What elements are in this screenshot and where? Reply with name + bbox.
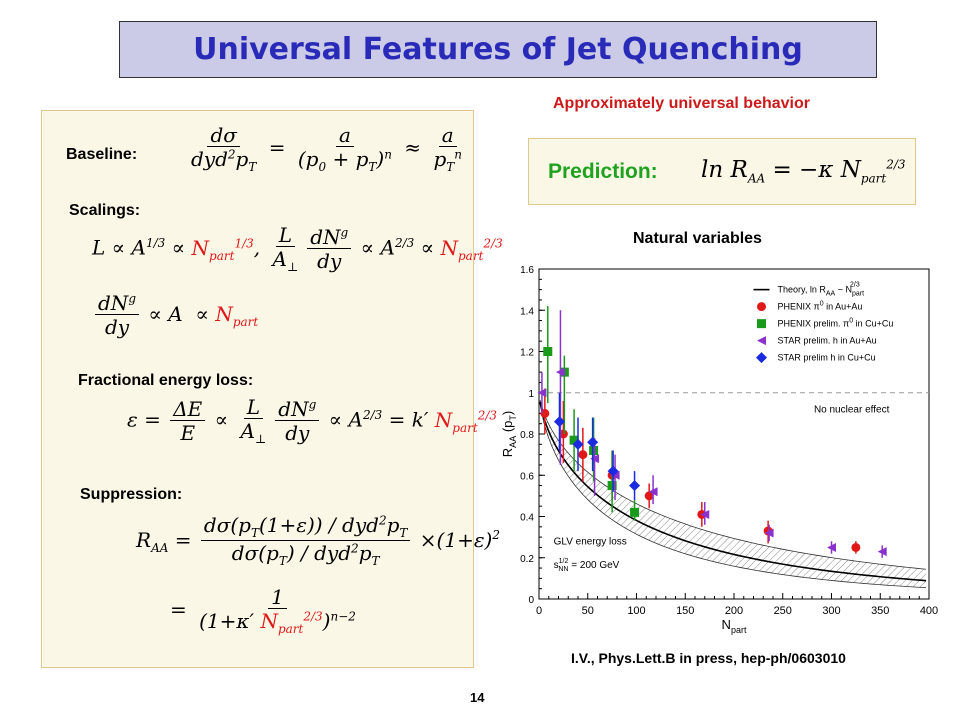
y-tick-label: 1.2: [520, 348, 534, 359]
x-tick-label: 50: [582, 605, 594, 617]
x-tick-label: 100: [627, 605, 645, 617]
data-point-triangle: [700, 509, 710, 519]
data-point-triangle: [610, 470, 620, 480]
x-tick-label: 150: [676, 605, 694, 617]
data-point-circle: [851, 542, 861, 552]
data-point-triangle: [877, 547, 887, 557]
legend-marker: [756, 352, 767, 364]
legend-marker: [757, 319, 766, 329]
subtitle: Approximately universal behavior: [553, 95, 810, 112]
y-tick-label: 1.4: [520, 306, 534, 317]
y-tick-label: 1.6: [520, 265, 534, 276]
x-tick-label: 300: [822, 605, 840, 617]
slide-title: Universal Features of Jet Quenching: [193, 32, 803, 67]
data-point-diamond: [553, 416, 565, 428]
prediction-box: Prediction: ln RAA = −κ Npart2/3: [528, 138, 916, 205]
y-tick-label: 0.8: [520, 430, 534, 441]
scalings-label: Scalings:: [69, 202, 141, 219]
natural-variables-label: Natural variables: [633, 230, 762, 247]
data-point-circle: [578, 450, 588, 460]
data-point-triangle: [590, 454, 600, 464]
theory-band-upper: [539, 399, 927, 570]
y-tick-label: 0.4: [520, 513, 534, 524]
scalings-equation-1: L ∝ A1/3 ∝ Npart1/3, L A⊥ dNg dy ∝ A2/3 ∝ N…: [92, 223, 503, 274]
legend-entry: PHENIX prelim. π0 in Cu+Cu: [778, 318, 894, 329]
y-tick-label: 0: [528, 595, 534, 606]
y-tick-label: 0.2: [520, 554, 534, 565]
theory-band: [539, 400, 927, 588]
data-point-triangle: [827, 542, 836, 552]
data-point-square: [543, 347, 553, 356]
prediction-label: Prediction:: [548, 160, 658, 183]
data-point-square: [589, 446, 599, 455]
y-axis-label: RAA (pT): [500, 411, 518, 457]
y-tick-label: 1: [528, 389, 534, 400]
theory-band-lower: [539, 403, 927, 589]
legend-marker: [757, 302, 766, 312]
data-point-triangle: [537, 388, 547, 398]
theory-curve: [539, 401, 927, 582]
baseline-equation: dσ dyd2pT = a (p0 + pT)n ≈ a pTn: [191, 123, 462, 174]
x-tick-label: 350: [871, 605, 889, 617]
glv-label: GLV energy loss: [554, 536, 627, 547]
scalings-equation-2: dNg dy ∝ A ∝ Npart: [92, 292, 258, 339]
suppression-label: Suppression:: [80, 486, 183, 503]
citation: I.V., Phys.Lett.B in press, hep-ph/06030…: [571, 650, 846, 666]
data-point-diamond: [587, 436, 599, 448]
data-point-circle: [644, 491, 654, 501]
data-point-triangle: [555, 367, 565, 377]
x-axis-label: Npart: [722, 617, 747, 635]
data-point-square: [569, 435, 579, 445]
x-tick-label: 400: [920, 605, 938, 617]
suppression-equation-1: RAA = dσ(pT(1+ε)) / dyd2pT dσ(pT) / dyd2p…: [136, 513, 500, 569]
baseline-label: Baseline:: [66, 146, 138, 163]
x-tick-label: 200: [725, 605, 743, 617]
fractional-energy-loss-equation: ε = ΔE E ∝ L A⊥ dNg dy ∝ A2/3 = k′ Npart2/3: [127, 395, 497, 446]
fractional-energy-loss-label: Fractional energy loss:: [78, 372, 254, 389]
y-tick-label: 0.6: [520, 471, 534, 482]
data-point-triangle: [764, 528, 774, 538]
formula-panel: [41, 110, 474, 668]
page-number: 14: [470, 690, 485, 705]
x-tick-label: 250: [774, 605, 792, 617]
legend-entry: Theory, ln RAA ~ Npart2/3: [778, 282, 865, 298]
slide-title-box: Universal Features of Jet Quenching: [119, 21, 877, 78]
raa-chart: 0 50 100 150 200 250 300 350 400 0 0.2 0.4 0.6 0.8 1 1.…: [494, 256, 944, 636]
legend-entry: PHENIX π0 in Au+Au: [778, 301, 863, 312]
legend-entry: STAR prelim h in Cu+Cu: [778, 353, 876, 363]
data-point-triangle: [648, 487, 658, 497]
data-point-square: [607, 481, 617, 491]
legend-marker: [757, 336, 766, 346]
data-point-diamond: [607, 465, 619, 477]
data-point-diamond: [572, 438, 584, 450]
raa-chart-svg: 0 50 100 150 200 250 300 350 400 0 0.2 0.4 0.6 0.8 1 1.…: [500, 265, 938, 635]
data-point-diamond: [629, 480, 641, 492]
x-tick-label: 0: [536, 605, 542, 617]
data-point-square: [630, 507, 640, 517]
prediction-equation: ln RAA = −κ Npart2/3: [701, 157, 906, 186]
energy-label: s1/2 NN = 200 GeV: [554, 558, 620, 573]
suppression-equation-2: = 1 (1+κ′ Npart2/3)n−2: [170, 585, 356, 636]
legend-entry: STAR prelim. h in Au+Au: [778, 336, 877, 346]
no-nuclear-effect-label: No nuclear effect: [814, 404, 890, 415]
